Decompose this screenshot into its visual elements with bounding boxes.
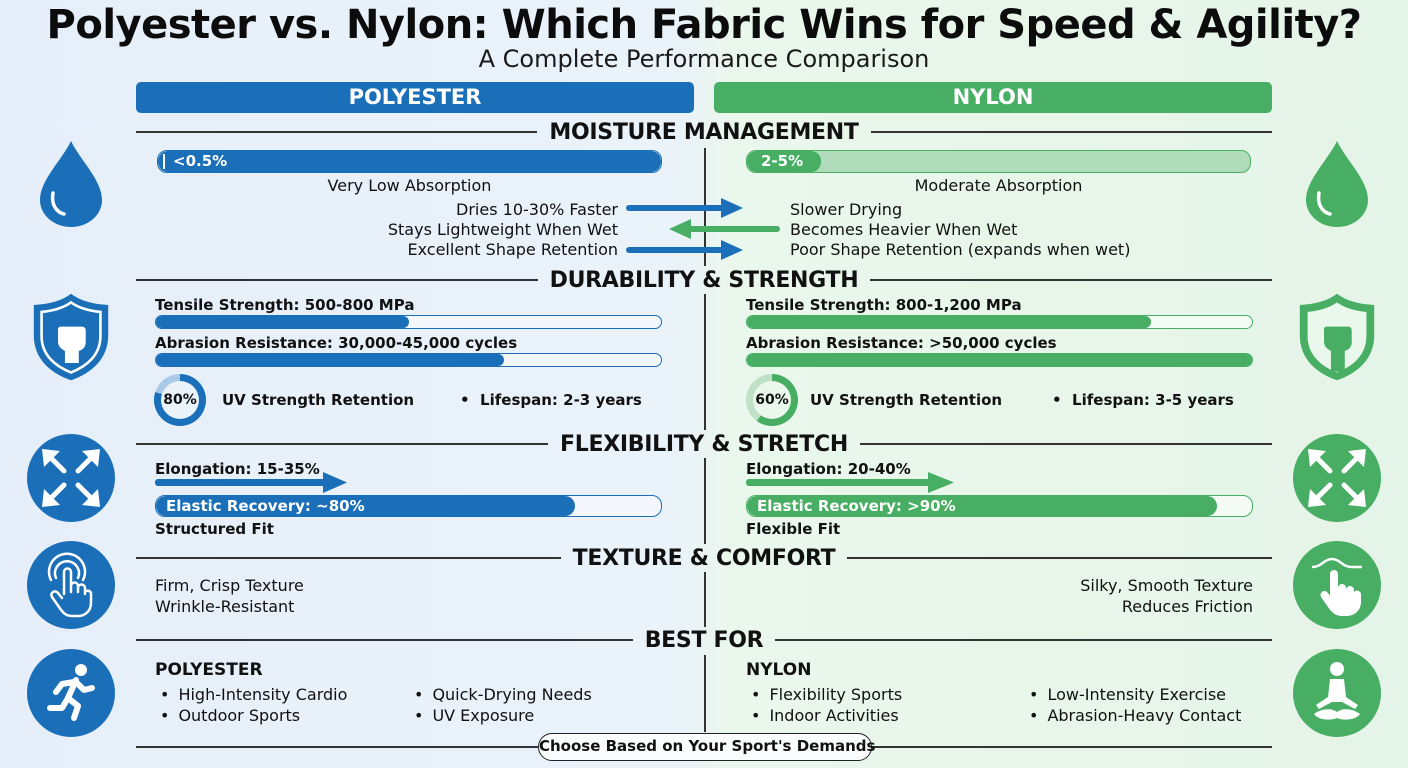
nylon-best-for-list: Low-Intensity Exercise Abrasion-Heavy Co… [1029, 684, 1241, 726]
list-item: UV Exposure [414, 705, 592, 726]
section-header-texture: TEXTURE & COMFORT [136, 545, 1273, 571]
polyester-recovery-bar: Elastic Recovery: ~80% [155, 495, 662, 517]
nylon-lifespan: • Lifespan: 3-5 years [1052, 391, 1234, 409]
lifespan-text: Lifespan: 3-5 years [1072, 391, 1234, 409]
polyester-absorption-label: Very Low Absorption [327, 176, 492, 195]
comparison-arrows-icon [626, 198, 780, 260]
polyester-absorption-bar: <0.5% [157, 150, 662, 173]
list-item: Abrasion-Heavy Contact [1029, 705, 1241, 726]
nylon-fit: Flexible Fit [746, 520, 841, 538]
nylon-uv-donut: 60% [746, 374, 798, 426]
section-title: FLEXIBILITY & STRETCH [560, 431, 848, 457]
polyester-texture-line: Wrinkle-Resistant [155, 597, 295, 616]
polyester-uv-label: UV Strength Retention [222, 391, 415, 409]
center-divider [704, 655, 706, 732]
shield-fist-icon [1292, 292, 1382, 382]
list-item: Low-Intensity Exercise [1029, 684, 1241, 705]
polyester-uv-donut: 80% [154, 374, 206, 426]
runner-icon [26, 648, 116, 738]
nylon-best-for-list: Flexibility Sports Indoor Activities [751, 684, 902, 726]
water-drop-icon [1292, 138, 1382, 228]
nylon-best-for-heading: NYLON [746, 660, 812, 680]
polyester-best-for-list: Quick-Drying Needs UV Exposure [414, 684, 592, 726]
recovery-label: Elastic Recovery: ~80% [166, 497, 365, 515]
section-title: BEST FOR [644, 627, 764, 653]
yoga-icon [1292, 648, 1382, 738]
polyester-column-header: POLYESTER [136, 82, 694, 113]
shield-fist-icon [26, 292, 116, 382]
polyester-tensile-bar [155, 315, 662, 329]
list-item: High-Intensity Cardio [160, 684, 347, 705]
uv-value: 80% [161, 381, 199, 419]
nylon-elongation-arrow-icon [746, 472, 954, 493]
expand-arrows-icon [26, 433, 116, 523]
section-title: MOISTURE MANAGEMENT [549, 119, 859, 145]
nylon-tensile-bar [746, 315, 1253, 329]
smooth-touch-icon [1292, 540, 1382, 630]
section-header-best-for: BEST FOR [136, 627, 1272, 653]
polyester-abrasion-label: Abrasion Resistance: 30,000-45,000 cycle… [155, 334, 518, 352]
section-header-durability: DURABILITY & STRENGTH [136, 267, 1272, 293]
list-item: Outdoor Sports [160, 705, 347, 726]
polyester-fit: Structured Fit [155, 520, 274, 538]
nylon-absorption-label: Moderate Absorption [914, 176, 1083, 195]
center-divider [704, 458, 706, 544]
polyester-absorption-value: <0.5% [173, 152, 228, 170]
polyester-moisture-point: Excellent Shape Retention [407, 240, 618, 259]
list-item: Indoor Activities [751, 705, 902, 726]
polyester-elongation: Elongation: 15-35% [155, 460, 320, 478]
polyester-lifespan: • Lifespan: 2-3 years [460, 391, 642, 409]
nylon-tensile-label: Tensile Strength: 800-1,200 MPa [746, 296, 1022, 314]
page-title: Polyester vs. Nylon: Which Fabric Wins f… [46, 2, 1362, 48]
section-title: TEXTURE & COMFORT [572, 545, 836, 571]
nylon-absorption-value: 2-5% [761, 152, 804, 170]
nylon-moisture-point: Becomes Heavier When Wet [790, 220, 1018, 239]
nylon-moisture-point: Poor Shape Retention (expands when wet) [790, 240, 1131, 259]
list-item: Flexibility Sports [751, 684, 902, 705]
polyester-abrasion-bar [155, 353, 662, 367]
nylon-moisture-point: Slower Drying [790, 200, 903, 219]
expand-arrows-icon [1292, 433, 1382, 523]
nylon-abrasion-label: Abrasion Resistance: >50,000 cycles [746, 334, 1057, 352]
water-drop-icon [26, 138, 116, 228]
nylon-abrasion-bar [746, 353, 1253, 367]
uv-value: 60% [753, 381, 791, 419]
section-header-flexibility: FLEXIBILITY & STRETCH [136, 431, 1273, 457]
polyester-elongation-arrow-icon [155, 472, 347, 493]
polyester-best-for-heading: POLYESTER [155, 660, 263, 680]
touch-tap-icon [26, 540, 116, 630]
nylon-recovery-bar: Elastic Recovery: >90% [746, 495, 1253, 517]
section-header-moisture: MOISTURE MANAGEMENT [136, 119, 1272, 145]
polyester-moisture-point: Dries 10-30% Faster [456, 200, 618, 219]
center-divider [704, 294, 706, 430]
section-title: DURABILITY & STRENGTH [549, 267, 859, 293]
polyester-best-for-list: High-Intensity Cardio Outdoor Sports [160, 684, 347, 726]
nylon-column-header: NYLON [714, 82, 1272, 113]
nylon-texture-line: Silky, Smooth Texture [1080, 576, 1253, 595]
nylon-absorption-bar: 2-5% [746, 150, 1251, 173]
polyester-tensile-label: Tensile Strength: 500-800 MPa [155, 296, 415, 314]
nylon-texture-line: Reduces Friction [1121, 597, 1253, 616]
nylon-elongation: Elongation: 20-40% [746, 460, 911, 478]
list-item: Quick-Drying Needs [414, 684, 591, 705]
recovery-label: Elastic Recovery: >90% [757, 497, 956, 515]
nylon-uv-label: UV Strength Retention [810, 391, 1003, 409]
lifespan-text: Lifespan: 2-3 years [480, 391, 642, 409]
center-divider [704, 572, 706, 627]
cta-pill: Choose Based on Your Sport's Demands [538, 733, 875, 761]
polyester-texture-line: Firm, Crisp Texture [155, 576, 304, 595]
polyester-moisture-point: Stays Lightweight When Wet [387, 220, 618, 239]
page-subtitle: A Complete Performance Comparison [478, 45, 930, 73]
